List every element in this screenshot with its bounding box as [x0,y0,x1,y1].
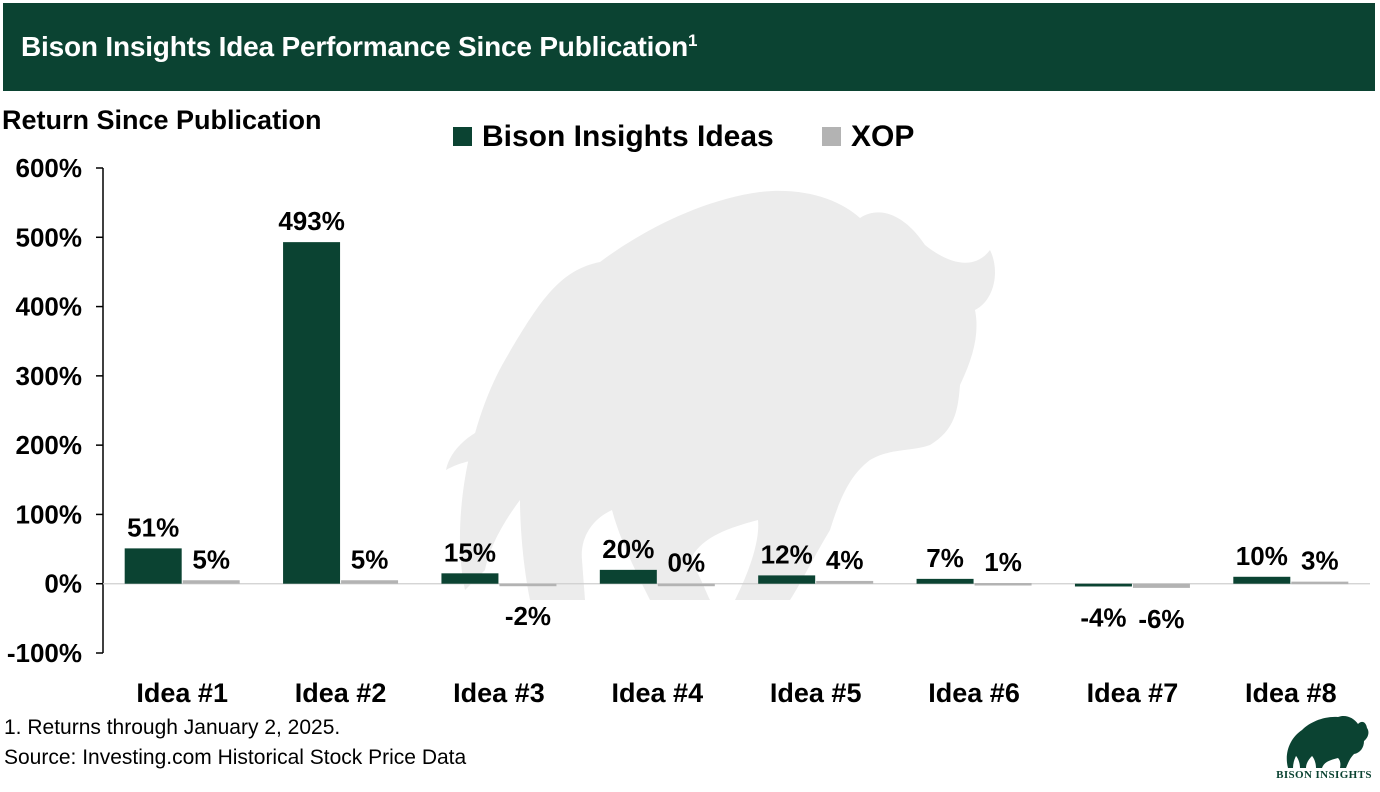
bison-bar [1074,583,1132,587]
title-main: Bison Insights Idea Performance Since Pu… [21,31,689,62]
y-tick-label: 600% [16,153,83,183]
bison-data-label: 10% [1236,541,1288,571]
bison-data-label: 15% [444,537,496,567]
title-bar: Bison Insights Idea Performance Since Pu… [3,3,1375,91]
x-tick-label: Idea #4 [612,678,704,708]
x-tick-label: Idea #7 [1087,678,1179,708]
x-tick-label: Idea #3 [453,678,545,708]
xop-data-label: 3% [1301,546,1339,576]
xop-bar [816,580,874,584]
source-note: Source: Investing.com Historical Stock P… [4,746,467,769]
bison-bar [283,242,341,584]
x-tick-label: Idea #5 [770,678,862,708]
page-title: Bison Insights Idea Performance Since Pu… [21,31,698,63]
logo-text: BISON INSIGHTS [1276,769,1372,781]
y-axis-title: Return Since Publication [2,105,322,135]
xop-data-label: -6% [1138,604,1184,634]
x-tick-label: Idea #8 [1245,678,1337,708]
bison-data-label: 12% [761,539,813,569]
xop-data-label: 5% [192,544,230,574]
legend-swatch-bison [453,127,472,146]
bison-insights-logo: BISON INSIGHTS [1268,708,1380,792]
y-tick-label: 400% [16,292,83,322]
xop-bar [1291,581,1349,585]
bison-bar [1233,576,1291,584]
x-tick-label: Idea #1 [136,678,228,708]
y-tick-label: 200% [16,430,83,460]
bison-bar [124,548,182,584]
y-tick-label: -100% [7,638,82,668]
legend-swatch-xop [822,127,841,146]
legend-label-bison: Bison Insights Ideas [482,120,774,153]
chart-axes: Return Since Publication -100% 0% 100% 200% 3… [2,105,1370,708]
xop-bar [974,583,1032,586]
xop-data-label: 0% [668,548,706,578]
bison-bar [599,569,657,584]
xop-bar [657,583,715,587]
y-tick-label: 500% [16,222,83,252]
bison-logo-icon [1286,715,1369,768]
xop-bar [499,583,557,587]
bison-bar [441,573,499,584]
bison-data-label: 51% [127,512,179,542]
xop-bar [1132,583,1190,588]
bison-data-label: 493% [278,206,345,236]
bison-data-label: -4% [1080,602,1126,632]
y-tick-label: 0% [44,569,82,599]
x-tick-label: Idea #6 [928,678,1020,708]
y-tick-label: 300% [16,361,83,391]
bison-bar [758,575,816,584]
xop-data-label: 4% [826,545,864,575]
xop-data-label: 1% [984,547,1022,577]
chart-bars: 51% 5% 493% 5% 15% -2% 20% 0% 12% 4% 7% 1% -4% -6% 10%… [124,206,1349,634]
bison-data-label: 20% [602,534,654,564]
xop-bar [182,580,240,584]
xop-bar [341,580,399,584]
title-footnote-marker: 1 [688,31,698,50]
bison-data-label: 7% [926,543,964,573]
bison-bar [916,578,974,584]
footnote: 1. Returns through January 2, 2025. [4,716,341,739]
x-tick-label: Idea #2 [295,678,387,708]
legend-label-xop: XOP [851,120,914,153]
xop-data-label: 5% [351,544,389,574]
chart-legend: Bison Insights Ideas XOP [453,120,914,153]
bison-watermark-icon [446,190,995,600]
y-tick-label: 100% [16,499,83,529]
xop-data-label: -2% [505,601,551,631]
